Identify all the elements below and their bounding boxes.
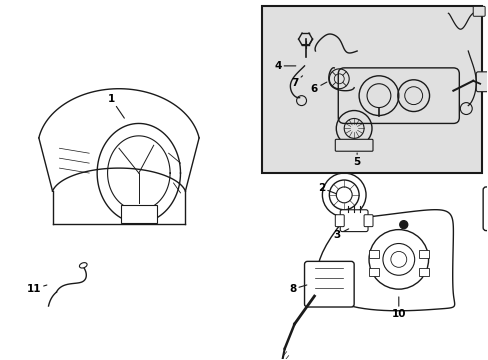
- Text: 9: 9: [0, 359, 1, 360]
- Text: 2: 2: [317, 183, 336, 194]
- FancyBboxPatch shape: [482, 187, 488, 231]
- Text: 6: 6: [310, 82, 326, 94]
- FancyBboxPatch shape: [335, 215, 344, 227]
- FancyBboxPatch shape: [472, 6, 484, 16]
- FancyBboxPatch shape: [338, 68, 458, 123]
- Bar: [418, 251, 427, 258]
- Bar: [418, 268, 427, 276]
- FancyBboxPatch shape: [340, 210, 367, 231]
- Text: 4: 4: [273, 61, 295, 71]
- Text: 1: 1: [107, 94, 124, 118]
- Bar: [368, 268, 378, 276]
- FancyBboxPatch shape: [364, 215, 372, 227]
- Text: 10: 10: [391, 297, 405, 319]
- Text: 11: 11: [26, 284, 47, 294]
- Bar: [262, 6, 481, 173]
- Circle shape: [399, 221, 407, 229]
- Bar: [121, 205, 156, 223]
- Text: 3: 3: [333, 229, 348, 239]
- Bar: [368, 251, 378, 258]
- Text: 8: 8: [288, 284, 306, 294]
- FancyBboxPatch shape: [475, 72, 488, 92]
- Text: 7: 7: [290, 76, 302, 88]
- FancyBboxPatch shape: [335, 139, 372, 151]
- Text: 5: 5: [353, 153, 360, 167]
- FancyBboxPatch shape: [304, 261, 353, 307]
